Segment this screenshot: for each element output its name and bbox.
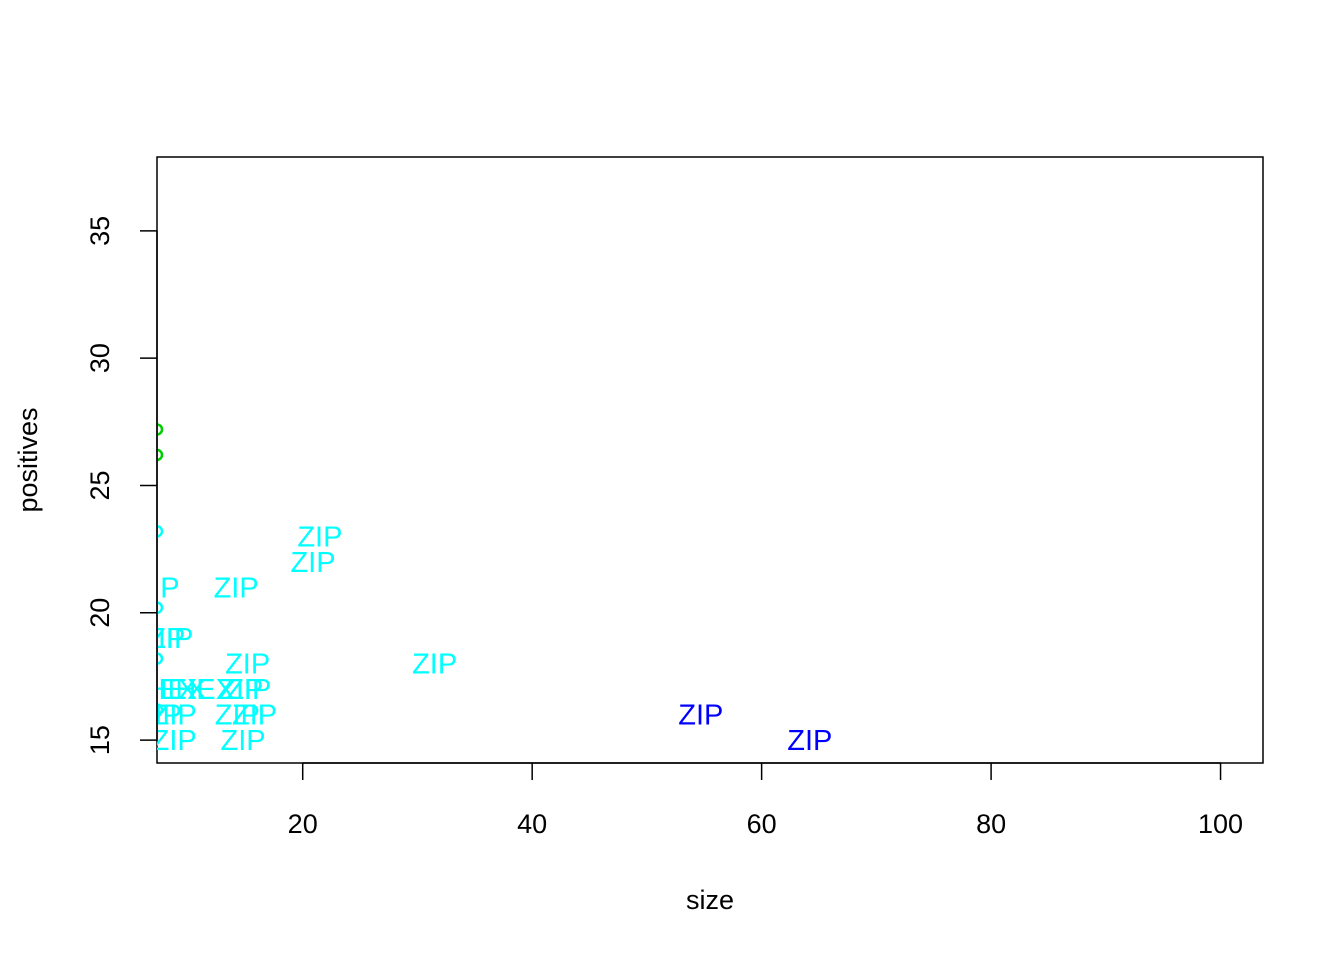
point-marker xyxy=(157,703,164,716)
point-label: ZIP xyxy=(134,572,179,604)
point-label: ZIP xyxy=(412,649,457,681)
y-axis-label: positives xyxy=(13,407,43,512)
point-marker xyxy=(157,448,164,462)
point-label: ZIP xyxy=(225,649,270,681)
x-axis-label: size xyxy=(686,885,734,915)
point-label: ZIP xyxy=(218,674,263,706)
x-tick-label: 80 xyxy=(976,809,1006,839)
x-tick-label: 100 xyxy=(1198,809,1243,839)
point-label: ZIP xyxy=(215,700,260,732)
point-marker xyxy=(157,652,164,665)
point-label: ZIP xyxy=(137,700,182,732)
point-label: ZIP xyxy=(220,725,265,757)
point-label: ZIP xyxy=(290,547,335,579)
x-axis: 20 40 60 80 100 xyxy=(288,762,1243,839)
point-label: ZIP xyxy=(148,623,193,655)
y-tick-label: 20 xyxy=(85,598,115,628)
plot-frame xyxy=(156,156,1264,764)
point-label: ZIP xyxy=(152,725,197,757)
x-tick-label: 60 xyxy=(747,809,777,839)
x-tick-label: 40 xyxy=(517,809,547,839)
point-label: ZIP xyxy=(226,674,271,706)
point-label: ZIP xyxy=(140,623,185,655)
y-tick-label: 15 xyxy=(85,725,115,755)
point-marker xyxy=(157,423,164,436)
y-tick-label: 35 xyxy=(85,216,115,246)
point-label: ZIP xyxy=(787,725,832,757)
point-label: ZIP xyxy=(297,521,342,553)
point-marker xyxy=(157,601,164,614)
x-tick-label: 20 xyxy=(288,809,318,839)
y-tick-label: 30 xyxy=(85,343,115,373)
point-label: ZIP xyxy=(214,572,259,604)
point-label: ZIP xyxy=(152,700,197,732)
point-label: ZIP xyxy=(232,700,277,732)
point-label: HEX xyxy=(138,674,198,706)
y-tick-label: 25 xyxy=(85,470,115,500)
point-marker xyxy=(157,525,164,538)
y-axis: 15 20 25 30 35 xyxy=(85,216,158,755)
point-label: HEX xyxy=(175,674,235,706)
point-label: HEX xyxy=(147,674,207,706)
point-label: ZIP xyxy=(678,700,723,732)
